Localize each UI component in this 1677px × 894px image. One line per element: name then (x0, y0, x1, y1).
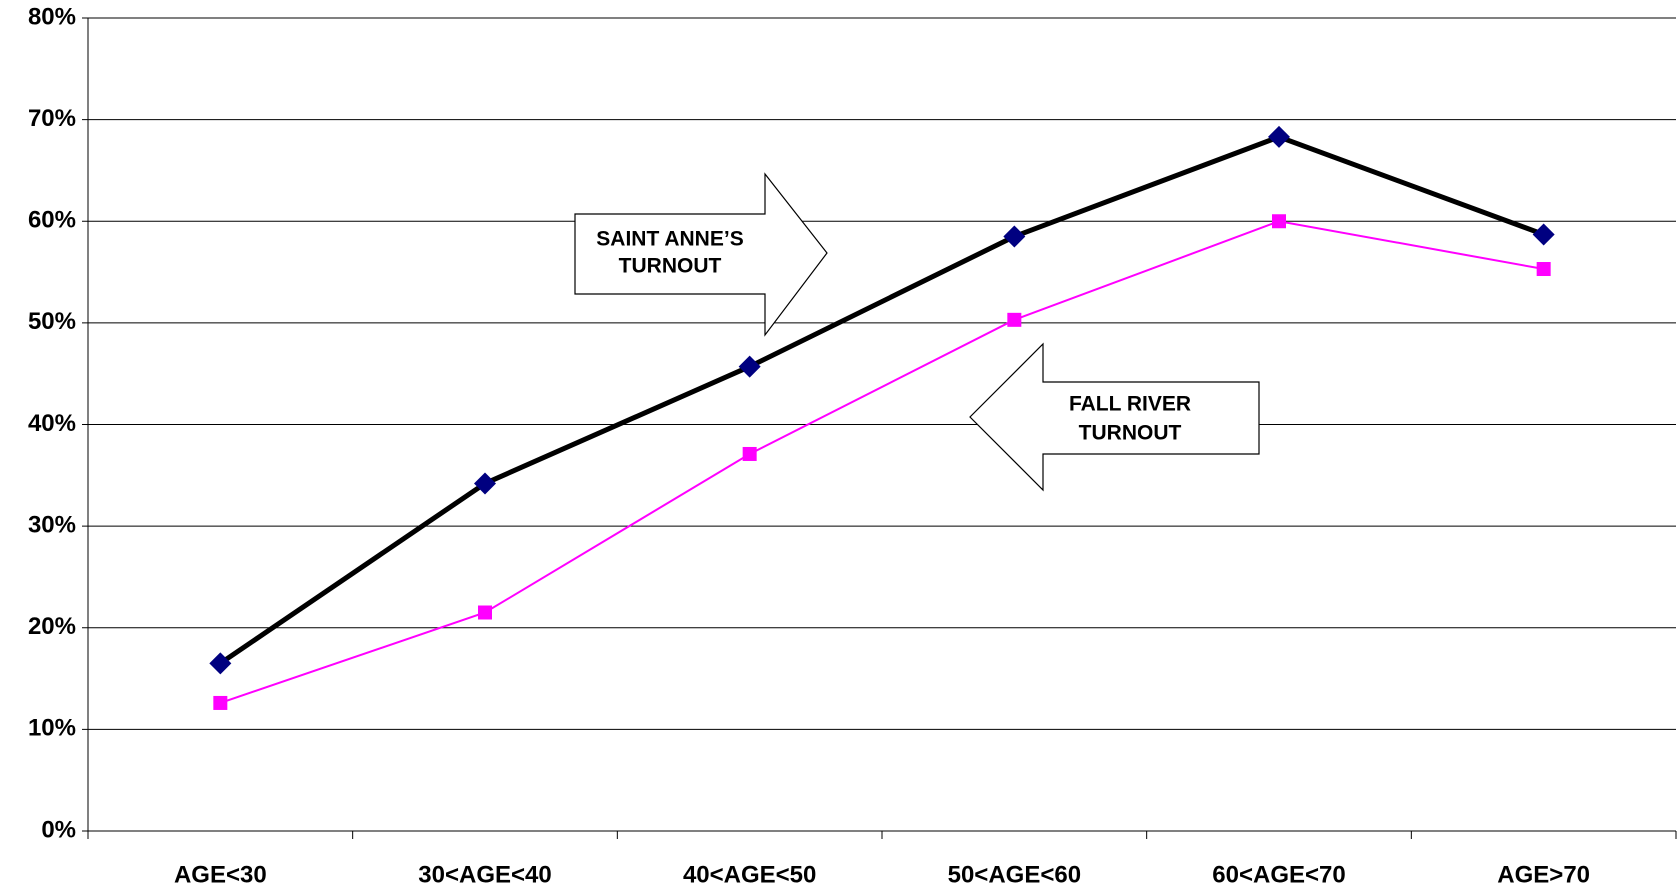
series-line (218, 134, 1545, 666)
x-tick-label: 50<AGE<60 (948, 861, 1081, 888)
marker (738, 355, 761, 378)
y-tick-label: 50% (28, 308, 76, 335)
marker (474, 472, 496, 495)
annotation-arrow-left (969, 342, 1260, 492)
x-tick-label: AGE>70 (1497, 861, 1590, 888)
y-tick-label: 20% (28, 613, 76, 640)
x-tick-label: 40<AGE<50 (683, 861, 816, 888)
marker (742, 446, 757, 461)
marker (1007, 312, 1022, 327)
marker (213, 695, 228, 710)
marker (1536, 262, 1551, 277)
y-tick-label: 70% (28, 105, 76, 132)
y-tick-label: 60% (28, 207, 76, 234)
y-tick-label: 30% (28, 511, 76, 538)
y-tick-label: 10% (28, 715, 76, 742)
marker (1272, 214, 1286, 229)
annotation-text: TURNOUT (619, 255, 722, 278)
y-tick-label: 80% (28, 3, 76, 30)
y-tick-label: 0% (41, 816, 76, 843)
annotation-text: TURNOUT (1079, 422, 1182, 445)
marker (1268, 125, 1290, 148)
series-line (220, 220, 1544, 704)
annotation-text: FALL RIVER (1069, 393, 1191, 416)
x-tick-label: 60<AGE<70 (1212, 861, 1345, 888)
annotation-text: SAINT ANNE’S (596, 228, 743, 251)
x-tick-label: 30<AGE<40 (418, 861, 551, 888)
marker (1003, 225, 1026, 248)
x-tick-label: AGE<30 (174, 861, 267, 888)
marker (478, 605, 492, 620)
marker (1532, 223, 1555, 246)
marker (209, 652, 232, 675)
annotation-arrow-right (574, 172, 828, 337)
y-tick-label: 40% (28, 410, 76, 437)
